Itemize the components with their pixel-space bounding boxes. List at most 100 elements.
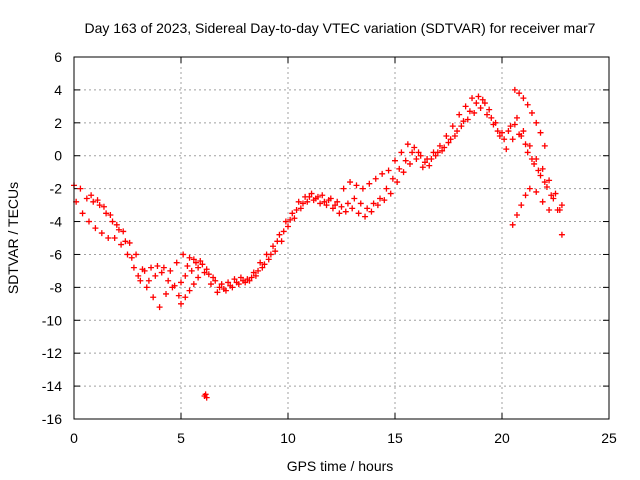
data-point <box>317 200 324 207</box>
data-point <box>201 269 208 276</box>
data-point <box>287 216 294 223</box>
data-point <box>291 215 298 222</box>
data-point <box>394 179 401 186</box>
data-point <box>552 190 559 197</box>
y-tick-label: -8 <box>50 279 63 295</box>
data-point <box>175 292 182 299</box>
data-point <box>304 198 311 205</box>
data-point <box>522 192 529 199</box>
data-point <box>109 218 116 225</box>
axis-ticks <box>73 56 610 420</box>
data-point <box>518 132 525 139</box>
data-point <box>409 149 416 156</box>
y-tick-label: -2 <box>50 181 63 197</box>
data-point <box>150 294 157 301</box>
data-point <box>548 192 555 199</box>
data-point <box>475 93 482 100</box>
data-point <box>454 128 461 135</box>
data-point <box>439 147 446 154</box>
data-point <box>332 202 339 209</box>
data-point <box>111 235 118 241</box>
data-point <box>92 225 99 232</box>
data-point <box>496 132 503 139</box>
data-point <box>197 258 204 265</box>
data-point <box>543 183 550 190</box>
data-point <box>188 267 195 274</box>
data-point <box>94 197 101 204</box>
data-point <box>225 279 232 286</box>
data-point <box>353 182 360 189</box>
data-point <box>451 132 458 139</box>
data-point <box>428 156 435 163</box>
data-point <box>184 262 191 269</box>
data-point <box>160 264 167 271</box>
data-point <box>509 136 516 143</box>
data-point <box>306 193 313 200</box>
data-point <box>130 264 137 271</box>
data-point <box>96 202 103 209</box>
data-point <box>421 159 428 166</box>
data-point <box>456 111 463 118</box>
data-point <box>83 195 90 202</box>
grid <box>74 57 609 419</box>
data-point <box>398 149 405 156</box>
data-point <box>77 185 84 192</box>
data-point <box>537 172 544 179</box>
data-point <box>396 165 403 172</box>
data-point <box>379 170 386 177</box>
data-point <box>526 185 533 192</box>
data-point <box>299 200 306 207</box>
x-axis-title: GPS time / hours <box>287 458 394 474</box>
data-points <box>71 86 565 401</box>
data-point <box>139 266 146 273</box>
data-point <box>342 208 349 215</box>
data-point <box>145 277 152 284</box>
data-point <box>229 284 236 291</box>
data-point <box>107 211 114 218</box>
data-point <box>128 254 135 261</box>
data-point <box>100 203 107 210</box>
y-axis-title: SDTVAR / TECUs <box>5 182 21 294</box>
data-point <box>248 274 255 281</box>
data-point <box>255 267 262 274</box>
x-tick-labels: 0 5 10 15 20 25 <box>70 430 617 446</box>
data-point <box>528 156 535 163</box>
x-tick-label: 20 <box>494 430 510 446</box>
data-point <box>432 152 439 159</box>
data-point <box>535 167 542 174</box>
data-point <box>259 264 266 271</box>
data-point <box>178 279 184 286</box>
data-point <box>347 179 354 186</box>
data-point <box>513 211 520 218</box>
data-point <box>556 207 563 214</box>
data-point <box>203 266 210 273</box>
data-point <box>464 116 471 123</box>
data-point <box>458 123 465 130</box>
data-point <box>402 157 409 164</box>
data-point <box>349 205 356 212</box>
data-point <box>479 96 486 103</box>
data-point <box>257 259 264 266</box>
data-point <box>118 241 125 248</box>
data-point <box>441 144 448 151</box>
data-point <box>524 149 531 156</box>
data-point <box>325 197 332 204</box>
data-point <box>509 221 516 228</box>
data-point <box>516 90 523 97</box>
data-point <box>558 231 565 238</box>
data-point <box>368 208 375 215</box>
data-point <box>182 294 189 301</box>
data-point <box>533 119 540 126</box>
data-point <box>460 118 467 125</box>
data-point <box>261 261 268 268</box>
data-point <box>385 167 392 174</box>
data-point <box>158 269 165 276</box>
data-point <box>505 128 512 135</box>
data-point <box>492 119 499 126</box>
data-point <box>195 264 202 271</box>
data-point <box>400 169 407 176</box>
data-point <box>272 248 279 255</box>
data-point <box>537 129 544 136</box>
data-point <box>471 109 478 116</box>
